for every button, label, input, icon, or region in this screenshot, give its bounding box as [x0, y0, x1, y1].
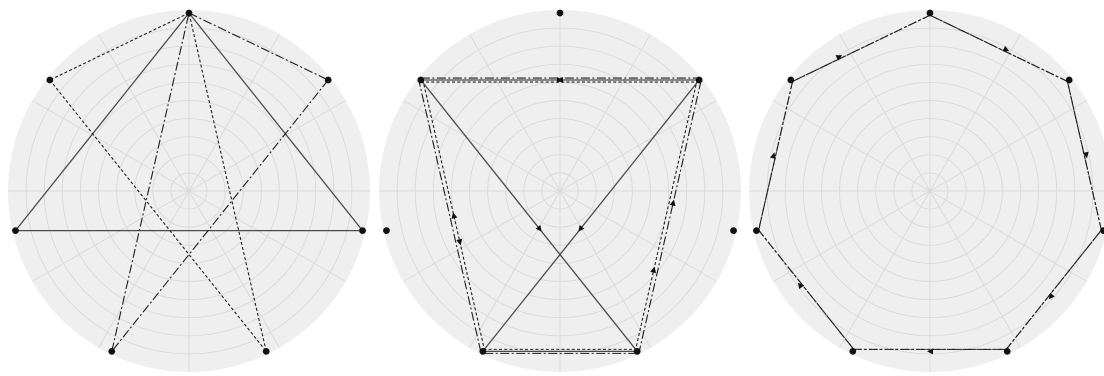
vertex-node: [1065, 76, 1073, 84]
panel-3-polar-plot: [749, 9, 1104, 372]
direction-arrow: [456, 238, 463, 246]
vertex-node: [479, 347, 487, 355]
grid-spoke: [188, 34, 280, 192]
vertex-node: [46, 76, 54, 84]
grid-spoke: [839, 190, 931, 348]
dashdot-edge: [418, 80, 482, 352]
dashdot-edge: [757, 229, 855, 351]
grid-spoke: [559, 190, 717, 282]
direction-arrow: [835, 55, 843, 61]
vertex-node: [787, 76, 795, 84]
vertex-node: [633, 347, 641, 355]
direction-arrow: [1048, 292, 1055, 300]
grid-spoke: [929, 190, 1087, 282]
vertex-node: [12, 227, 19, 235]
dashdot-edge: [188, 12, 329, 81]
vertex-node: [1003, 347, 1011, 355]
vertex-node: [359, 227, 366, 235]
solid-edge: [482, 79, 700, 352]
direction-arrow: [797, 282, 805, 290]
dashdot-edge: [111, 12, 190, 352]
grid-spoke: [98, 34, 190, 192]
grid-spoke: [559, 100, 717, 192]
grid-spoke: [469, 190, 561, 348]
direction-arrow: [451, 212, 458, 219]
direction-arrow: [669, 199, 676, 207]
panel-2-polar-plot: [379, 9, 741, 372]
vertex-node: [926, 9, 934, 17]
direction-arrow: [927, 348, 933, 355]
grid-spoke: [32, 100, 190, 192]
grid-spoke: [188, 190, 280, 348]
direction-arrow: [557, 77, 563, 84]
vertex-node: [730, 227, 737, 235]
vertex-node: [108, 347, 116, 355]
vertex-node: [383, 227, 390, 235]
direction-arrow: [535, 225, 542, 232]
grid-spoke: [559, 190, 651, 348]
grid-spoke: [929, 100, 1087, 192]
solid-edge: [14, 12, 190, 232]
direction-arrow: [1082, 151, 1089, 159]
vertex-node: [695, 76, 703, 84]
direction-arrow: [578, 225, 585, 232]
vertex-node: [324, 76, 332, 84]
vertex-node: [849, 347, 857, 355]
grid-spoke: [839, 34, 931, 192]
grid-spoke: [32, 190, 190, 282]
grid-spoke: [188, 190, 346, 282]
vertex-node: [185, 9, 193, 17]
panel-1-polar-plot: [8, 9, 370, 372]
dashdot-edge: [1066, 80, 1103, 232]
grid-spoke: [929, 190, 1021, 348]
vertex-node: [556, 9, 564, 17]
vertex-node: [1100, 227, 1104, 235]
dashdot-edge: [757, 80, 794, 232]
dashed-edge: [49, 79, 267, 352]
grid-spoke: [559, 34, 651, 192]
grid-spoke: [469, 34, 561, 192]
solid-edge: [188, 12, 364, 232]
dashdot-edge: [791, 14, 932, 83]
grid-spoke: [403, 190, 561, 282]
grid-spoke: [773, 190, 931, 282]
dashed-edge: [188, 12, 267, 352]
solid-edge: [420, 79, 638, 352]
grid-spoke: [98, 190, 190, 348]
vertex-node: [262, 347, 270, 355]
dashdot-edge: [928, 14, 1069, 83]
grid-spoke: [773, 100, 931, 192]
dashdot-edge: [638, 80, 702, 352]
vertex-node: [417, 76, 425, 84]
grid-spoke: [929, 34, 1021, 192]
vertex-node: [753, 227, 760, 235]
grid-spoke: [403, 100, 561, 192]
dashdot-edge: [111, 79, 329, 352]
direction-arrow: [770, 152, 776, 159]
direction-arrow: [650, 266, 657, 274]
dashdot-edge: [1005, 229, 1103, 351]
direction-arrow: [1002, 45, 1010, 52]
grid-spoke: [188, 100, 346, 192]
